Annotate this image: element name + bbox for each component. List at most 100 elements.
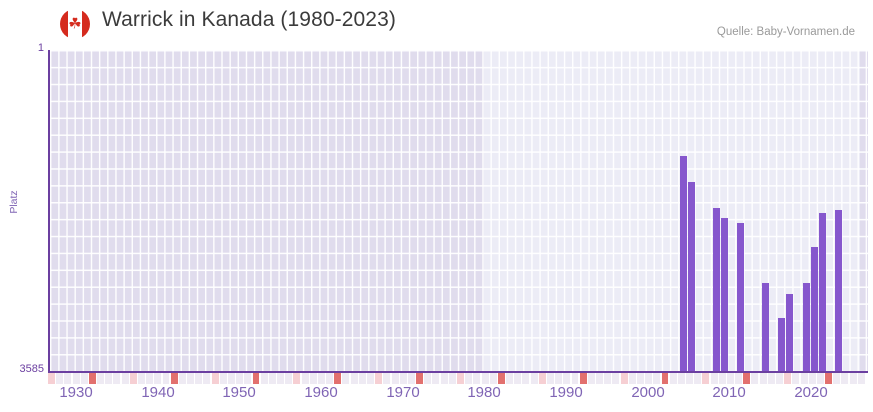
x-tick-faint — [849, 373, 857, 384]
x-tick-faint — [260, 373, 268, 384]
x-tick-faint — [399, 373, 407, 384]
x-tick-faint — [571, 373, 579, 384]
x-tick-faint — [563, 373, 571, 384]
x-tick-faint — [113, 373, 121, 384]
x-tick-faint — [236, 373, 244, 384]
x-tick-faint — [489, 373, 497, 384]
x-tick-faint — [309, 373, 317, 384]
x-tick-minor — [457, 373, 464, 384]
bar — [810, 246, 818, 371]
x-tick-faint — [227, 373, 235, 384]
x-tick-faint — [857, 373, 865, 384]
x-tick-major — [579, 373, 587, 384]
x-tick-faint — [407, 373, 415, 384]
x-axis-tick-label: 1930 — [59, 384, 93, 401]
page-title: Warrick in Kanada (1980-2023) — [102, 8, 396, 31]
x-tick-minor — [620, 373, 628, 384]
x-tick-faint — [677, 373, 685, 384]
source-attribution: Quelle: Baby-Vornamen.de — [716, 26, 855, 38]
x-tick-faint — [178, 373, 186, 384]
x-tick-major — [170, 373, 178, 384]
x-tick-faint — [80, 373, 88, 384]
x-tick-faint — [203, 373, 211, 384]
bar — [835, 210, 843, 371]
x-tick-faint — [808, 373, 816, 384]
canada-flag-icon: ☘ — [60, 9, 90, 39]
bar — [679, 155, 687, 371]
x-tick-faint — [154, 373, 162, 384]
x-tick-faint — [465, 373, 473, 384]
x-axis-tick-label: 1980 — [467, 384, 501, 401]
x-tick-faint — [244, 373, 252, 384]
x-tick-faint — [694, 373, 702, 384]
x-tick-faint — [367, 373, 374, 384]
x-tick-faint — [751, 373, 759, 384]
x-tick-faint — [105, 373, 113, 384]
bar — [720, 218, 728, 371]
x-axis-tick-label: 1960 — [304, 384, 338, 401]
x-tick-minor — [702, 373, 710, 384]
x-tick-faint — [64, 373, 72, 384]
y-axis-label-bottom: 3585 — [19, 363, 44, 375]
x-axis-tick-label: 1990 — [549, 384, 583, 401]
x-tick-faint — [546, 373, 554, 384]
x-tick-faint — [473, 373, 481, 384]
x-tick-faint — [596, 373, 604, 384]
x-tick-faint — [636, 373, 644, 384]
bar — [818, 212, 826, 371]
x-tick-faint — [833, 373, 841, 384]
x-tick-faint — [628, 373, 636, 384]
x-tick-faint — [710, 373, 718, 384]
x-tick-faint — [137, 373, 145, 384]
x-tick-major — [497, 373, 505, 384]
bar — [802, 282, 810, 371]
x-tick-faint — [653, 373, 661, 384]
x-tick-faint — [285, 373, 293, 384]
x-tick-faint — [301, 373, 309, 384]
x-axis-tick-label: 1970 — [386, 384, 420, 401]
x-tick-faint — [522, 373, 530, 384]
x-tick-major — [743, 373, 751, 384]
x-tick-minor — [375, 373, 383, 384]
x-tick-faint — [350, 373, 358, 384]
x-tick-faint — [776, 373, 783, 384]
x-tick-minor — [784, 373, 792, 384]
x-tick-major — [88, 373, 96, 384]
x-tick-faint — [121, 373, 129, 384]
x-tick-faint — [268, 373, 276, 384]
x-tick-faint — [195, 373, 203, 384]
x-axis-tick-label: 2010 — [712, 384, 746, 401]
y-axis-label-top: 1 — [37, 42, 44, 54]
x-tick-faint — [187, 373, 195, 384]
x-tick-faint — [277, 373, 284, 384]
x-tick-faint — [219, 373, 227, 384]
x-tick-faint — [841, 373, 849, 384]
x-tick-faint — [759, 373, 767, 384]
maple-leaf-icon: ☘ — [68, 15, 82, 33]
x-tick-faint — [530, 373, 538, 384]
x-tick-faint — [358, 373, 366, 384]
x-tick-faint — [342, 373, 350, 384]
x-tick-faint — [391, 373, 399, 384]
x-tick-faint — [604, 373, 612, 384]
x-tick-faint — [506, 373, 514, 384]
x-axis-tick-label: 2000 — [631, 384, 665, 401]
bar — [712, 208, 720, 371]
bar — [761, 282, 769, 371]
x-tick-faint — [686, 373, 693, 384]
x-tick-major — [661, 373, 669, 384]
x-tick-faint — [612, 373, 620, 384]
x-tick-faint — [97, 373, 105, 384]
x-tick-faint — [481, 373, 489, 384]
x-tick-faint — [146, 373, 154, 384]
x-tick-faint — [816, 373, 824, 384]
bar-series — [50, 50, 868, 371]
x-axis-ticks — [48, 373, 868, 385]
x-tick-minor — [293, 373, 301, 384]
x-axis-tick-label: 1950 — [222, 384, 256, 401]
x-tick-faint — [72, 373, 80, 384]
x-tick-major — [416, 373, 424, 384]
x-tick-faint — [56, 373, 64, 384]
x-tick-faint — [424, 373, 432, 384]
